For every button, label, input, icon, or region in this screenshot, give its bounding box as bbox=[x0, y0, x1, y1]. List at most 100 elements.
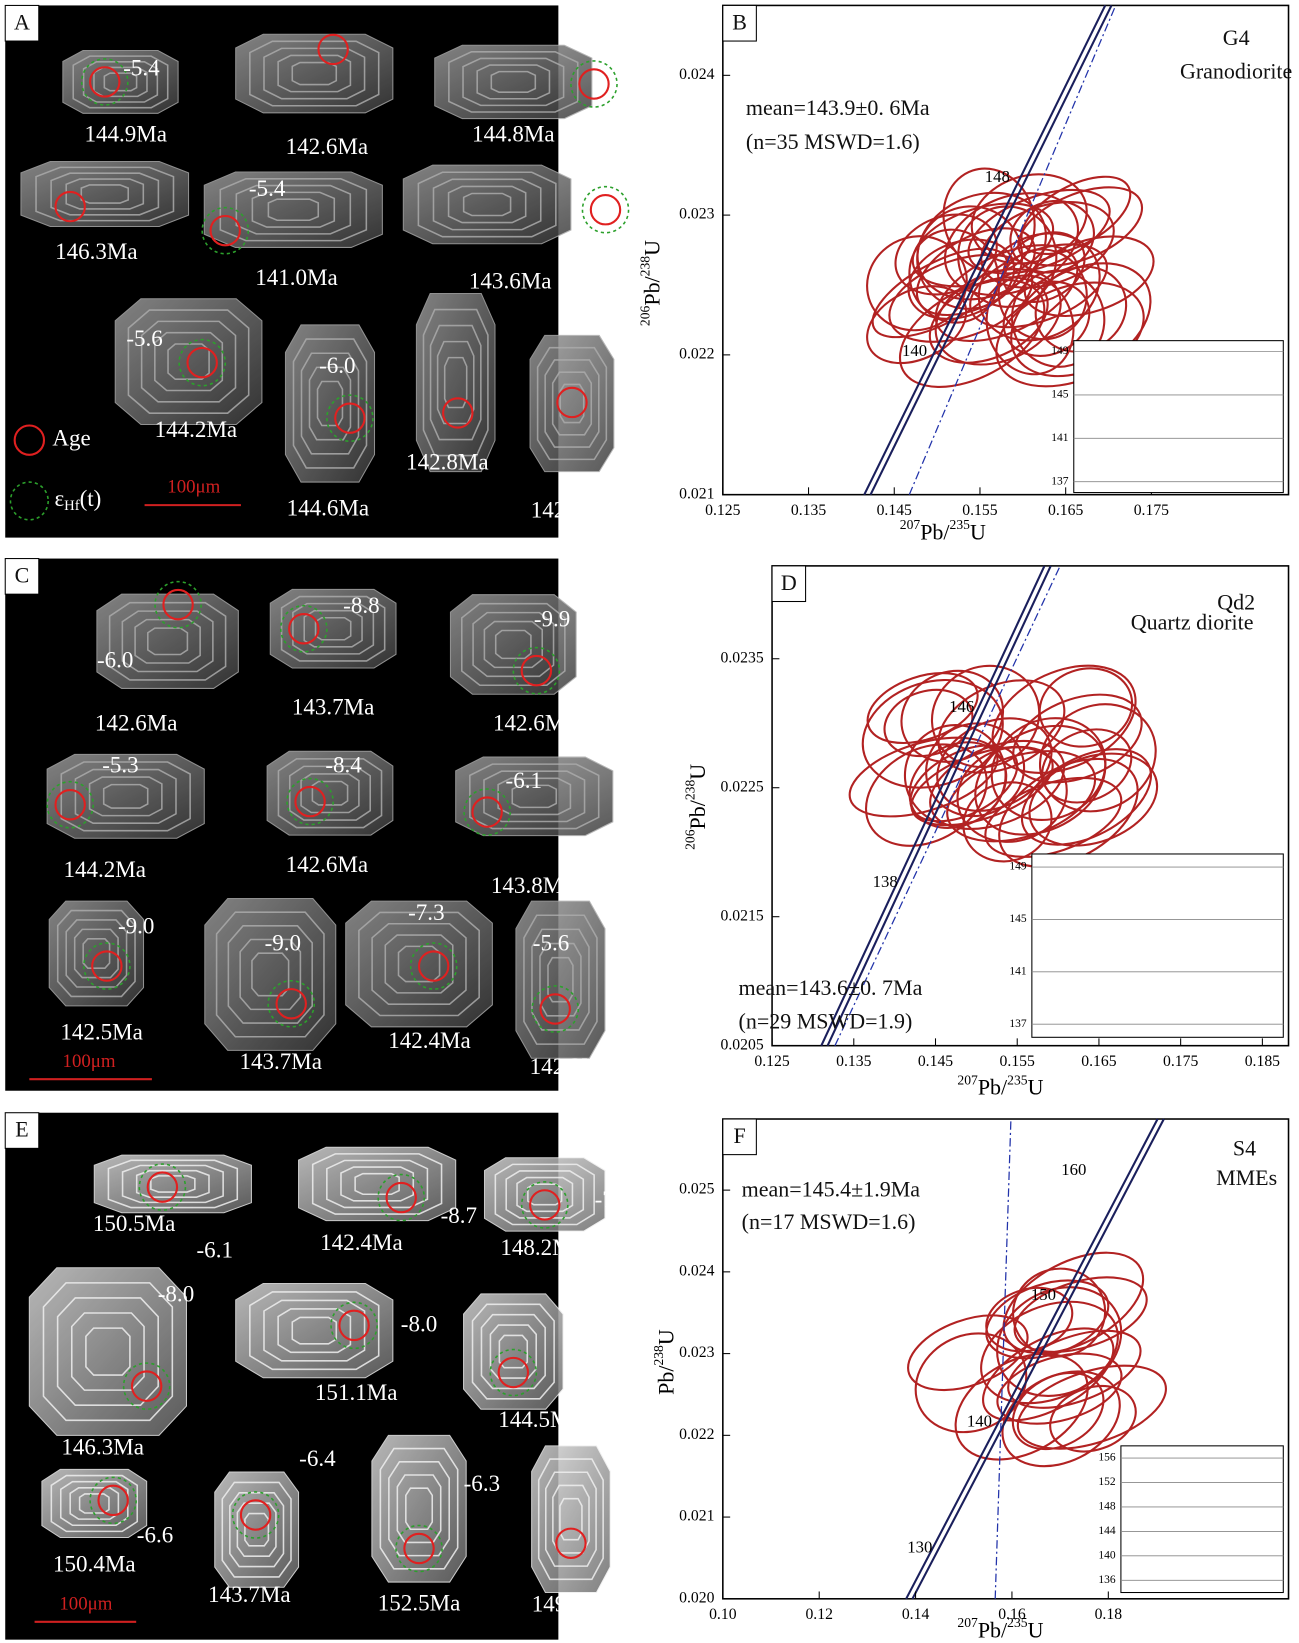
concordia-age: 138 bbox=[873, 872, 898, 891]
zircon-grain bbox=[21, 162, 189, 227]
grain-age: 142.2Ma bbox=[530, 1053, 613, 1079]
zircon-grain bbox=[530, 335, 614, 471]
y-label: 206Pb/238U bbox=[637, 240, 664, 326]
grain-age: 144.8Ma bbox=[472, 121, 555, 147]
y-tick-label: 0.022 bbox=[679, 345, 714, 362]
hf-value: -6.3 bbox=[464, 1470, 500, 1496]
axis-label-part: U bbox=[640, 240, 665, 256]
concordia-age: 140 bbox=[967, 1412, 992, 1431]
x-tick-label: 0.10 bbox=[709, 1606, 737, 1623]
hf-value: -8.8 bbox=[343, 592, 379, 618]
axis-label-part: 235 bbox=[1007, 1072, 1028, 1087]
axis-label-part: Pb/ bbox=[640, 275, 665, 305]
axis-label-part: U bbox=[970, 520, 986, 545]
hf-value: -8.5 bbox=[571, 1265, 607, 1291]
zircon-grain bbox=[285, 325, 374, 482]
zircon-grain bbox=[204, 172, 382, 247]
scale-label: 100μm bbox=[63, 1051, 116, 1072]
grain-age: 150.5Ma bbox=[93, 1210, 176, 1236]
hf-value: -8.4 bbox=[325, 751, 362, 777]
axis-label-part: 207 bbox=[957, 1072, 978, 1087]
x-label: 207Pb/235U bbox=[957, 1072, 1043, 1099]
zircon-grain bbox=[403, 165, 571, 244]
x-tick-label: 0.145 bbox=[918, 1053, 953, 1070]
inset-tick-label: 149 bbox=[1051, 345, 1069, 357]
mean-stats: (n=17 MSWD=1.6) bbox=[742, 1209, 916, 1234]
axis-label-part: U bbox=[1028, 1075, 1044, 1100]
grain-age: 144.9Ma bbox=[84, 121, 167, 147]
y-tick-label: 0.023 bbox=[679, 206, 714, 223]
hf-value: -7.3 bbox=[408, 899, 444, 925]
x-tick-label: 0.165 bbox=[1048, 502, 1083, 519]
mean-age: mean=143.6±0. 7Ma bbox=[739, 975, 923, 1000]
x-tick-label: 0.135 bbox=[836, 1053, 871, 1070]
legend-age: Age bbox=[52, 424, 90, 450]
zircon-grain bbox=[532, 1446, 611, 1593]
axis-label-part: 207 bbox=[900, 517, 921, 532]
scale-label: 100μm bbox=[59, 1593, 112, 1614]
hf-value: -5.4 bbox=[600, 250, 637, 276]
grain-age: 142.6Ma bbox=[95, 709, 178, 735]
zircon-grain bbox=[42, 1469, 147, 1537]
inset-tick-label: 140 bbox=[1098, 1549, 1116, 1561]
y-tick-label: 0.0205 bbox=[720, 1036, 763, 1053]
grain-age: 141.0Ma bbox=[255, 264, 338, 290]
grain-age: 149.0Ma bbox=[532, 1590, 615, 1616]
grain-age: 142.6Ma bbox=[286, 133, 369, 159]
inset-tick-label: 141 bbox=[1051, 432, 1069, 444]
zircon-grain bbox=[236, 1283, 393, 1377]
grain-age: 143.8Ma bbox=[491, 872, 574, 898]
sample-name: S4 bbox=[1233, 1135, 1256, 1160]
panel-label: B bbox=[732, 9, 747, 34]
y-tick-label: 0.023 bbox=[679, 1344, 714, 1361]
legend-hf-sub: Hf bbox=[64, 499, 80, 515]
grain-age: 151.1Ma bbox=[315, 1379, 398, 1405]
concordia-age: 160 bbox=[1061, 1160, 1086, 1179]
grain-age: 142.5Ma bbox=[60, 1018, 143, 1044]
panel-label: A bbox=[14, 9, 30, 34]
y-tick-label: 0.0225 bbox=[720, 778, 763, 795]
grain-age: 146.3Ma bbox=[61, 1433, 144, 1459]
concordia-age: 140 bbox=[902, 341, 927, 360]
legend-hf-symbol-text: ε bbox=[54, 485, 64, 511]
rock-type: Quartz diorite bbox=[1131, 610, 1254, 635]
plot: 1461380.1250.1350.1450.1550.1650.1750.18… bbox=[683, 566, 1289, 1100]
hf-value: -8.0 bbox=[401, 1311, 437, 1337]
x-tick-label: 0.165 bbox=[1081, 1053, 1116, 1070]
hf-value: -7.9 bbox=[595, 1186, 631, 1212]
figure: A -5.4 144.9Ma 142.6Ma -5.7 144.8Ma 146.3Ma -5.… bbox=[0, 0, 1299, 1643]
hf-value: -5.6 bbox=[126, 325, 162, 351]
x-tick-label: 0.155 bbox=[1000, 1053, 1035, 1070]
axis-label-part: U bbox=[653, 1329, 678, 1345]
y-tick-label: 0.0215 bbox=[720, 907, 763, 924]
x-tick-label: 0.125 bbox=[705, 502, 740, 519]
concordia-age: 146 bbox=[949, 697, 974, 716]
inset-tick-label: 136 bbox=[1098, 1574, 1116, 1586]
hf-value: -6.0 bbox=[97, 647, 133, 673]
axis-label-part: U bbox=[1028, 1617, 1044, 1642]
axis-label-part: 235 bbox=[950, 517, 971, 532]
zircon-grain bbox=[299, 1147, 456, 1220]
axis-label-part: Pb/ bbox=[978, 1075, 1008, 1100]
zircon-grain bbox=[236, 34, 393, 113]
hf-value: -6.0 bbox=[319, 352, 355, 378]
axis-label-part: U bbox=[685, 764, 710, 780]
grain-age: 146.3Ma bbox=[55, 238, 138, 264]
mean-age: mean=145.4±1.9Ma bbox=[742, 1176, 921, 1201]
grain-age: 142.8Ma bbox=[406, 449, 489, 475]
concordia-age: 150 bbox=[1031, 1285, 1056, 1304]
y-tick-label: 0.024 bbox=[679, 66, 714, 83]
x-tick-label: 0.125 bbox=[754, 1053, 789, 1070]
rock-type: MMEs bbox=[1216, 1165, 1277, 1190]
age-spot bbox=[591, 195, 620, 224]
axis-label-part: 206 bbox=[637, 305, 652, 326]
grain-age: 142.6Ma bbox=[531, 497, 614, 523]
hf-value: -9.0 bbox=[265, 929, 301, 955]
hf-value: -6.1 bbox=[197, 1236, 233, 1262]
hf-value: -6.6 bbox=[137, 1521, 173, 1547]
grain-age: 152.5Ma bbox=[378, 1589, 461, 1615]
hf-value: -6.1 bbox=[506, 767, 542, 793]
hf-value: -5.3 bbox=[102, 751, 138, 777]
hf-value: -5.7 bbox=[608, 102, 644, 128]
